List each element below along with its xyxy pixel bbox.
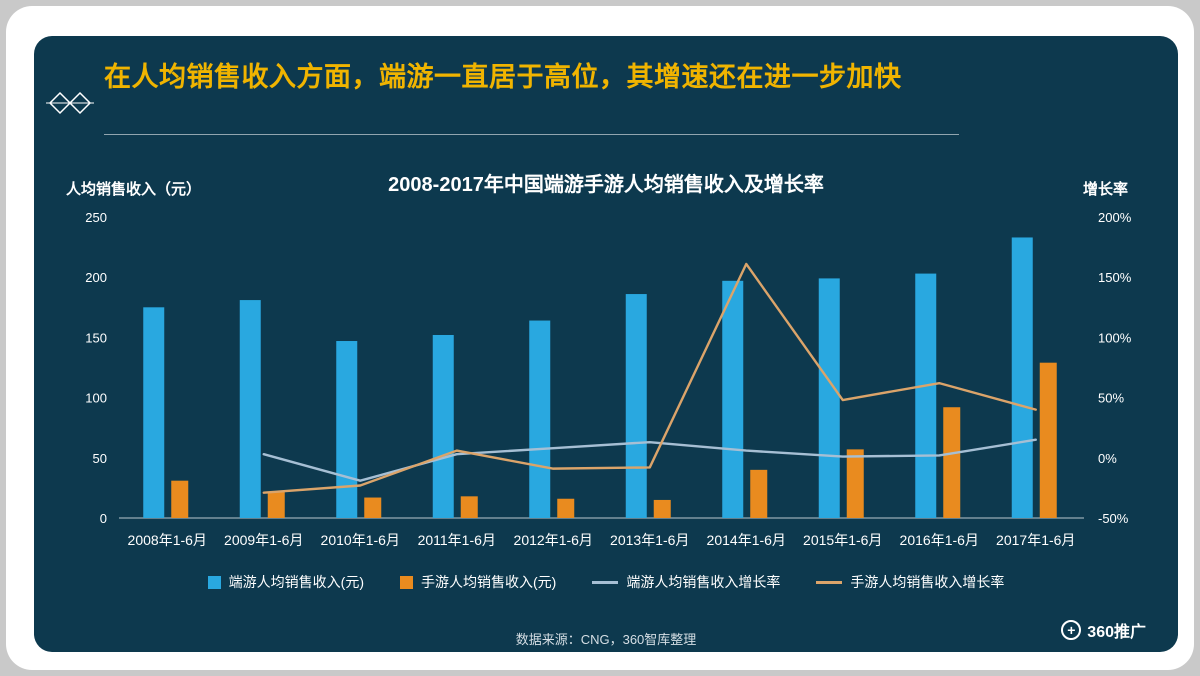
svg-text:2013年1-6月: 2013年1-6月	[610, 532, 689, 548]
legend-swatch-mobile-revenue	[400, 575, 413, 589]
combo-chart: 0 50 100 150 200 250 -50% 0% 50% 100% 150% 200% 2008…	[85, 210, 1132, 548]
svg-text:2015年1-6月: 2015年1-6月	[803, 532, 882, 548]
svg-text:2012年1-6月: 2012年1-6月	[514, 532, 593, 548]
svg-text:2016年1-6月: 2016年1-6月	[900, 532, 979, 548]
page-title: 在人均销售收入方面，端游一直居于高位，其增速还在进一步加快	[104, 62, 902, 92]
svg-text:2010年1-6月: 2010年1-6月	[321, 532, 400, 548]
svg-text:2009年1-6月: 2009年1-6月	[224, 532, 303, 548]
svg-text:50: 50	[93, 451, 107, 466]
x-axis-labels: 2008年1-6月 2009年1-6月 2010年1-6月 2011年1-6月 2012…	[128, 532, 1076, 548]
legend-swatch-pc-revenue	[207, 575, 221, 589]
legend-label-pc-growth: 端游人均销售收入增长率	[626, 574, 781, 590]
legend-item-mobile-growth: 手游人均销售收入增长率	[816, 572, 1004, 592]
slide-frame: 在人均销售收入方面，端游一直居于高位，其增速还在进一步加快 2008-2017年…	[6, 6, 1194, 670]
svg-text:50%: 50%	[1098, 391, 1124, 406]
legend-item-mobile-revenue: 手游人均销售收入(元)	[400, 572, 556, 592]
svg-text:100: 100	[85, 391, 107, 406]
svg-text:150%: 150%	[1098, 270, 1132, 285]
svg-text:2011年1-6月: 2011年1-6月	[418, 532, 496, 548]
line-series-0	[262, 438, 1037, 482]
chart-title: 2008-2017年中国端游手游人均销售收入及增长率	[388, 174, 824, 196]
left-axis-ticks: 0 50 100 150 200 250	[85, 210, 107, 526]
svg-text:0: 0	[100, 511, 107, 526]
left-axis-title: 人均销售收入（元）	[66, 181, 202, 198]
slide-background: 在人均销售收入方面，端游一直居于高位，其增速还在进一步加快 2008-2017年…	[34, 36, 1178, 652]
legend-label-pc-revenue: 端游人均销售收入(元)	[228, 574, 364, 590]
decorative-infinity-icon	[46, 88, 94, 123]
legend-label-mobile-growth: 手游人均销售收入增长率	[850, 574, 1005, 590]
legend-swatch-pc-growth	[592, 580, 619, 584]
legend-swatch-mobile-growth	[816, 580, 843, 584]
svg-text:-50%: -50%	[1098, 511, 1129, 526]
svg-text:2008年1-6月: 2008年1-6月	[128, 532, 207, 548]
right-axis-ticks: -50% 0% 50% 100% 150% 200%	[1098, 210, 1132, 526]
bar-series-0	[143, 237, 1033, 518]
bar-series-1	[171, 362, 1057, 518]
legend-label-mobile-revenue: 手游人均销售收入(元)	[421, 574, 557, 590]
right-axis-title: 增长率	[1082, 181, 1128, 198]
line-series-1	[262, 262, 1037, 494]
chart-legend: 端游人均销售收入(元) 手游人均销售收入(元) 端游人均销售收入增长率 手游人均…	[34, 572, 1178, 592]
svg-text:0%: 0%	[1098, 451, 1117, 466]
svg-text:2014年1-6月: 2014年1-6月	[707, 532, 786, 548]
svg-text:250: 250	[85, 210, 107, 225]
brand-logo: + 360推广	[1061, 618, 1146, 642]
legend-item-pc-revenue: 端游人均销售收入(元)	[207, 572, 364, 592]
svg-text:100%: 100%	[1098, 330, 1132, 345]
legend-item-pc-growth: 端游人均销售收入增长率	[592, 572, 780, 592]
svg-text:2017年1-6月: 2017年1-6月	[996, 532, 1075, 548]
svg-text:200%: 200%	[1098, 210, 1132, 225]
svg-text:200: 200	[85, 270, 107, 285]
logo-360-text: 360推广	[1087, 624, 1146, 641]
data-source-note: 数据来源：CNG，360智库整理	[515, 632, 697, 647]
svg-text:150: 150	[85, 330, 107, 345]
title-underline	[104, 134, 959, 135]
logo-360-icon: +	[1061, 620, 1082, 640]
